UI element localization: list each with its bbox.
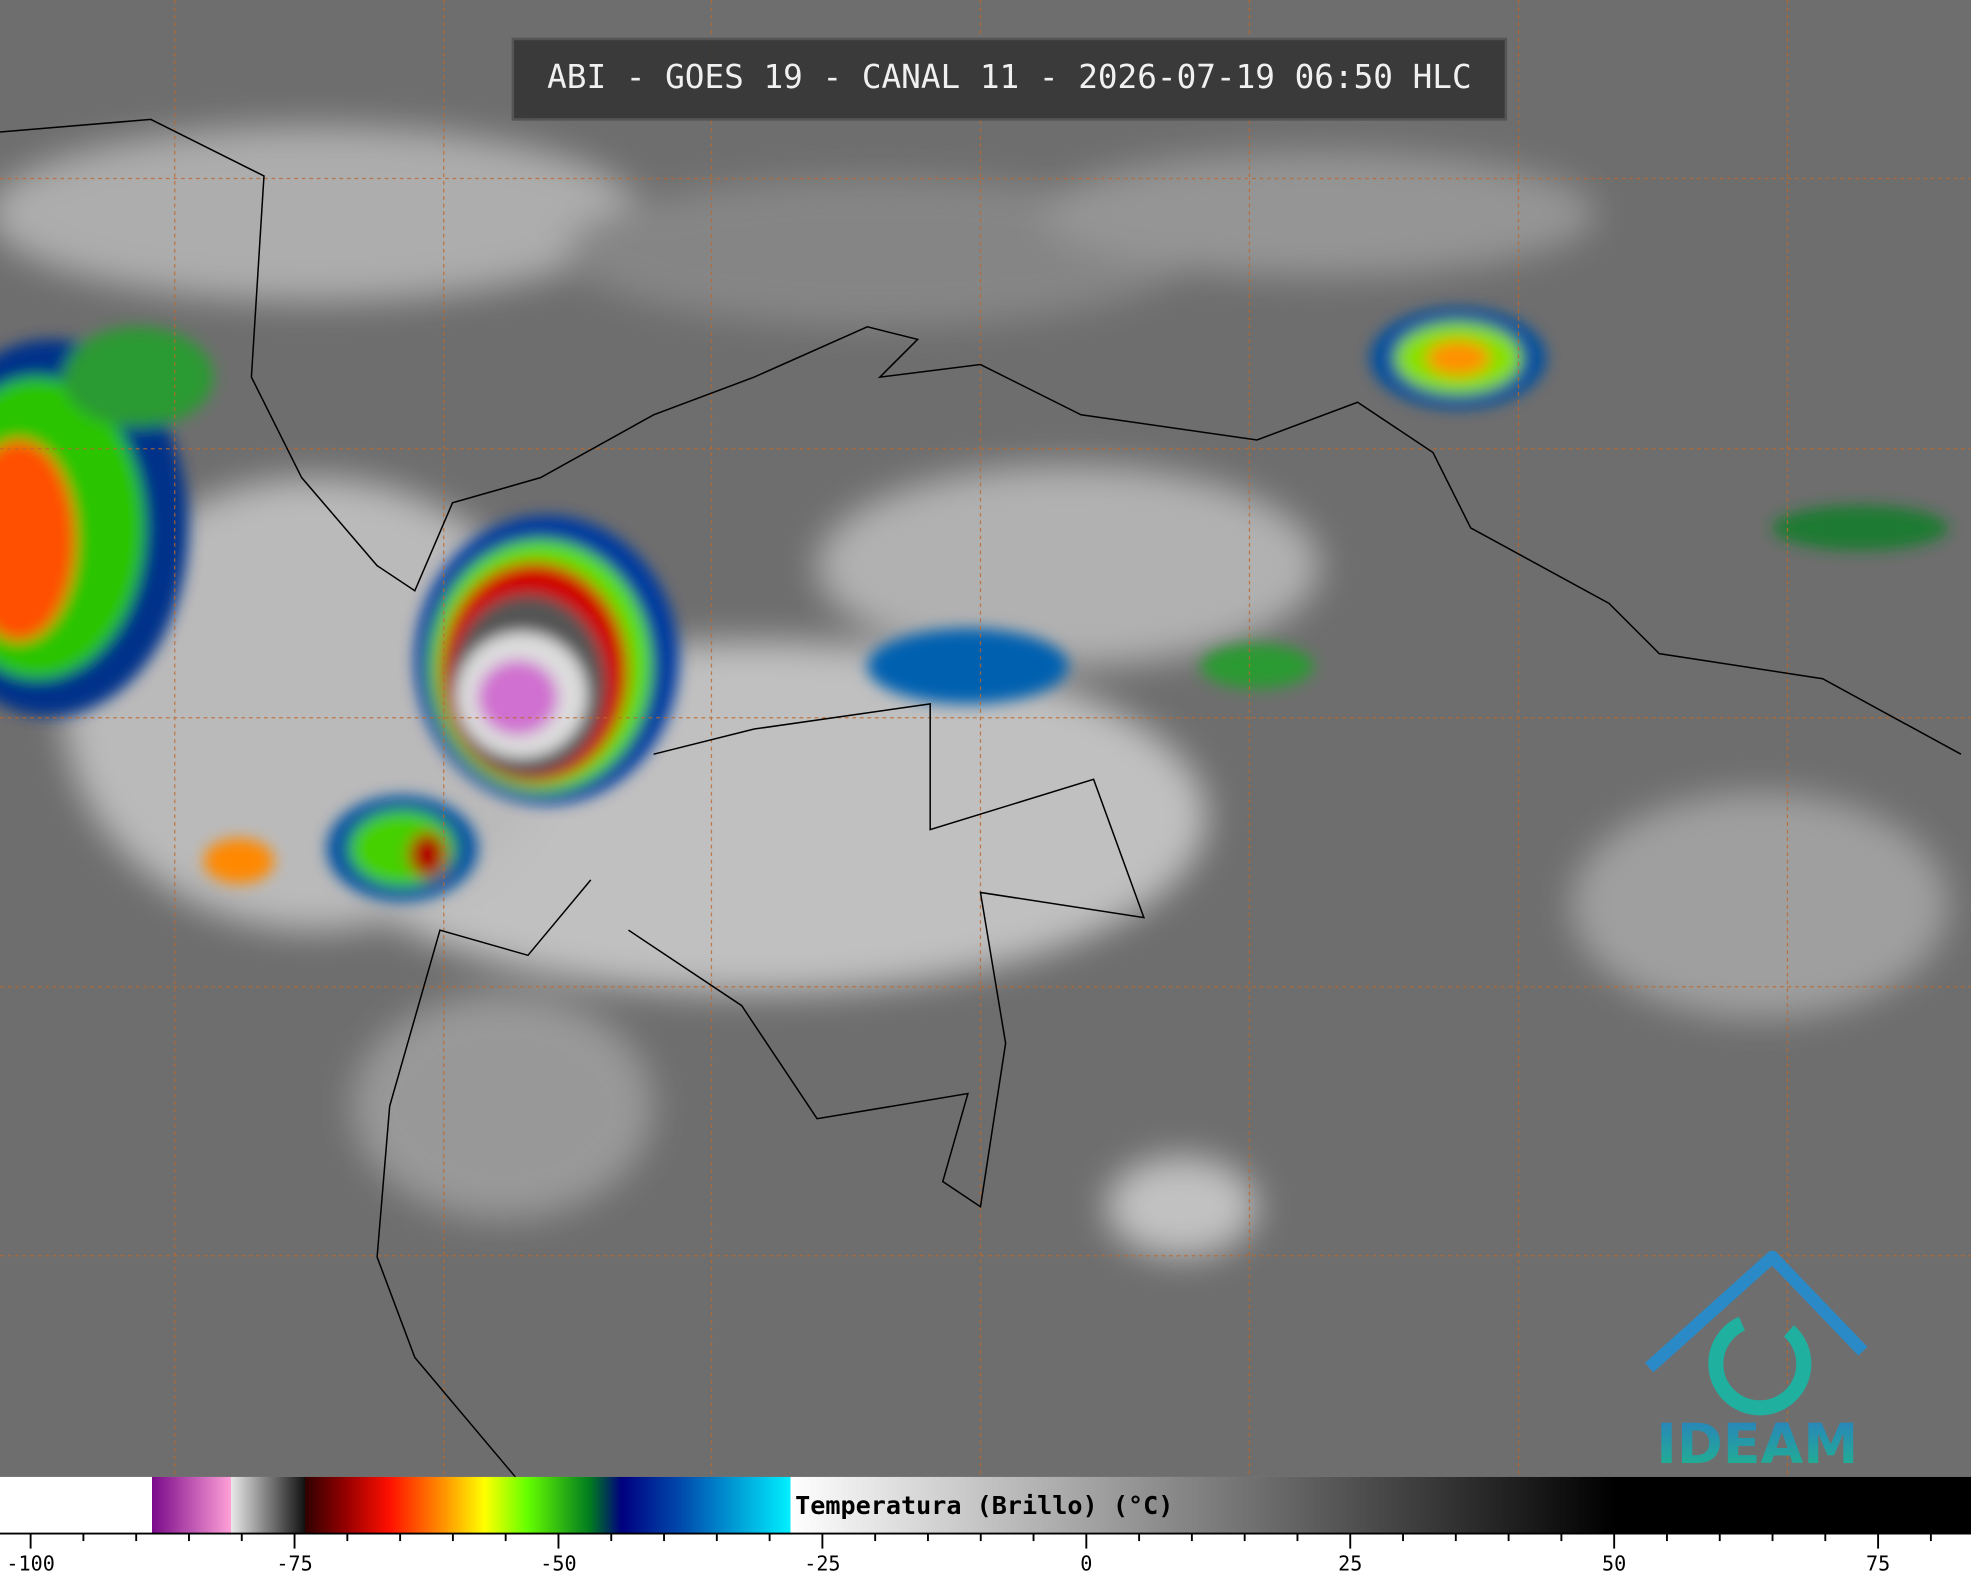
title: ABI - GOES 19 - CANAL 11 - 2026-07-19 06…: [547, 58, 1472, 96]
colorbar-label: Temperatura (Brillo) (°C): [795, 1491, 1173, 1520]
tick-label: -100: [6, 1551, 54, 1575]
tick-label: 0: [1080, 1551, 1092, 1575]
colorbar: Temperatura (Brillo) (°C) -100 -75 -50 -25 0 2…: [0, 1476, 1971, 1575]
colorbar-fill: [0, 1476, 1971, 1534]
tick-label: 25: [1338, 1551, 1362, 1575]
tick-label: -25: [804, 1551, 840, 1575]
title-box: [511, 37, 1508, 121]
tick-label: 75: [1866, 1551, 1890, 1575]
logo-text: IDEAM: [1656, 1413, 1858, 1477]
logo: IDEAM: [1645, 1250, 1868, 1477]
map-image: [0, 0, 1971, 1478]
tick-label: -75: [276, 1551, 312, 1575]
tick-label: -50: [540, 1551, 576, 1575]
tick-label: 50: [1602, 1551, 1626, 1575]
